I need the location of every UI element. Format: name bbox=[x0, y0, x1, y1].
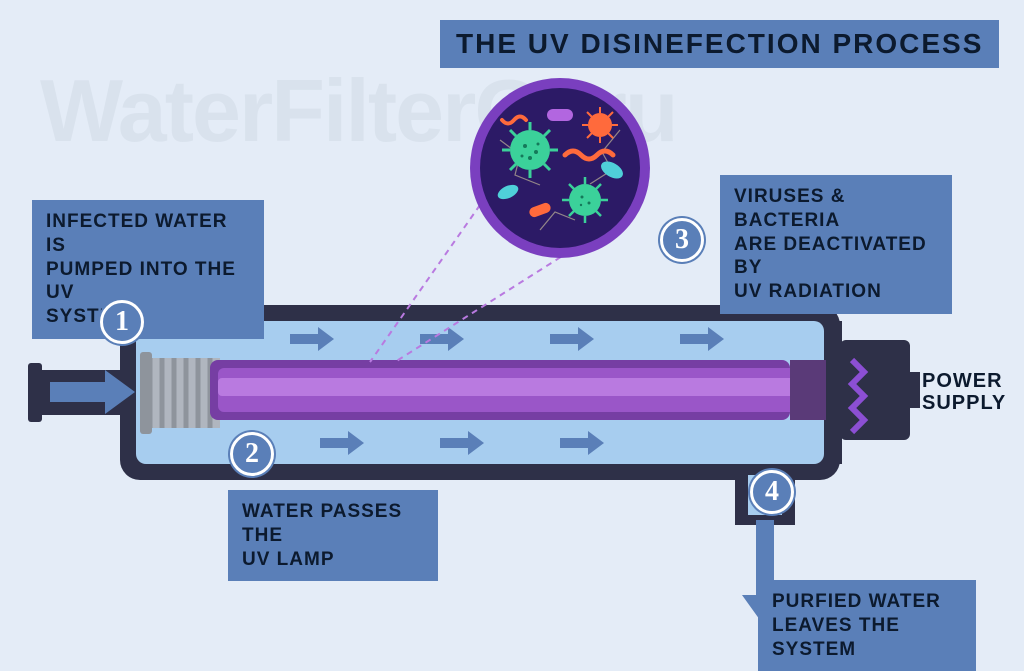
end-cap bbox=[840, 340, 910, 440]
badge-2: 2 bbox=[230, 432, 274, 476]
badge-3: 3 bbox=[660, 218, 704, 262]
inlet-connector bbox=[140, 352, 220, 434]
power-port bbox=[900, 372, 920, 408]
step3-label: VIRUSES & BACTERIA ARE DEACTIVATED BY UV… bbox=[720, 175, 952, 314]
uv-lamp bbox=[210, 360, 826, 420]
power-supply-label: POWER SUPPLY bbox=[922, 370, 1006, 414]
step1-label: INFECTED WATER IS PUMPED INTO THE UV SYS… bbox=[32, 200, 264, 339]
badge-1: 1 bbox=[100, 300, 144, 344]
badge-4: 4 bbox=[750, 470, 794, 514]
step4-label: PURFIED WATER LEAVES THE SYSTEM bbox=[758, 580, 976, 671]
magnifier bbox=[470, 78, 650, 258]
title-text: THE UV DISINEFECTION PROCESS bbox=[456, 28, 983, 59]
step2-label: WATER PASSES THE UV LAMP bbox=[228, 490, 438, 581]
title-box: THE UV DISINEFECTION PROCESS bbox=[440, 20, 999, 68]
